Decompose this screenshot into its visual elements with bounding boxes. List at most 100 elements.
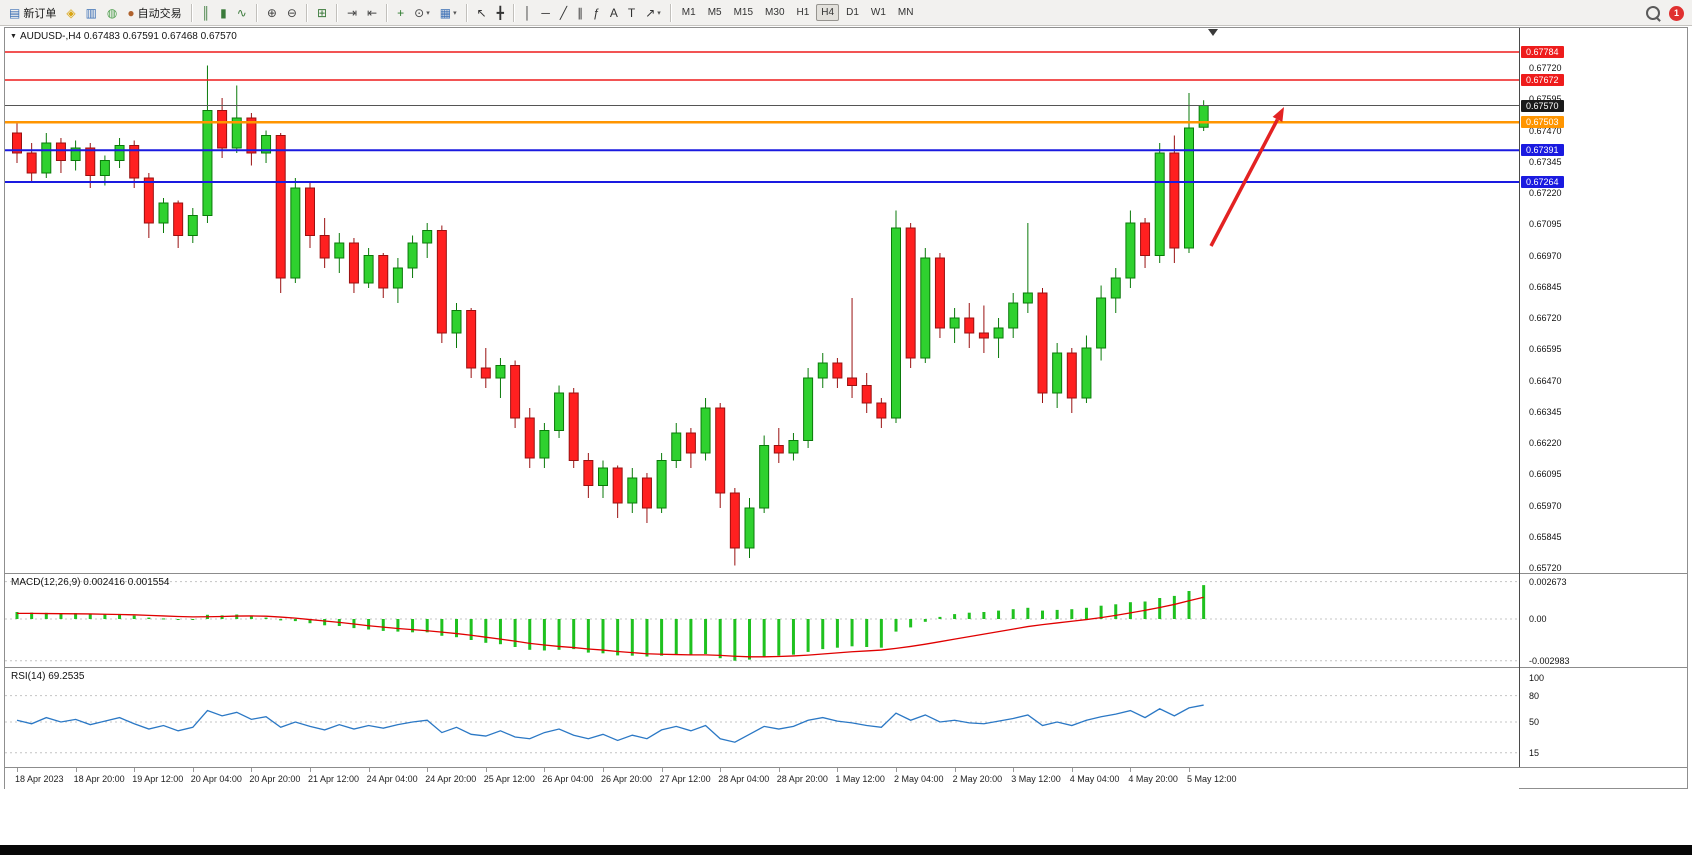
- main-price-panel[interactable]: [5, 28, 1519, 573]
- metaeditor-button[interactable]: ◈: [62, 2, 79, 24]
- time-axis-label: 25 Apr 12:00: [483, 774, 535, 784]
- crosshair-icon: ╋: [496, 5, 504, 20]
- one-click-trading-expander-icon[interactable]: ▼: [10, 33, 17, 40]
- time-axis-label: 2 May 04:00: [894, 774, 944, 784]
- notifications-badge[interactable]: 1: [1669, 5, 1684, 21]
- trend-arrow-annotation[interactable]: [1209, 107, 1284, 247]
- chart-symbol-ohlc-label: AUDUSD-,H4 0.67483 0.67591 0.67468 0.675…: [19, 31, 237, 42]
- fibonacci-button[interactable]: ƒ: [589, 2, 604, 24]
- chart-shift-button[interactable]: ⇤: [363, 2, 381, 24]
- timeframe-m15-button[interactable]: M15: [733, 7, 754, 18]
- time-axis-label: 26 Apr 20:00: [601, 774, 653, 784]
- timeframe-m1-button[interactable]: M1: [681, 7, 696, 18]
- line-chart-button[interactable]: ∿: [233, 2, 251, 24]
- timeframe-h1-button[interactable]: H1: [796, 7, 810, 18]
- toolbar-separator: [305, 3, 308, 22]
- time-axis-label: 2 May 20:00: [952, 774, 1003, 784]
- timeframe-mn-button[interactable]: MN: [897, 7, 914, 18]
- rsi-axis-label: 15: [1529, 747, 1540, 758]
- toolbar-separator: [465, 3, 468, 22]
- text-label-button[interactable]: T: [624, 2, 639, 24]
- charts-button[interactable]: ▥: [82, 2, 101, 24]
- candlestick-chart[interactable]: [5, 28, 1519, 573]
- candlestick-icon: ▮: [220, 5, 227, 20]
- timeframe-m30-button[interactable]: M30: [765, 7, 785, 18]
- trendline-button[interactable]: ╱: [556, 2, 571, 24]
- auto-scroll-icon: ⇥: [347, 5, 358, 20]
- time-axis-tick: [720, 768, 722, 772]
- price-axis-tick-label: 0.65720: [1529, 563, 1562, 573]
- tile-windows-button[interactable]: ⊞: [313, 2, 331, 24]
- text-button[interactable]: A: [606, 2, 622, 24]
- toolbar-button-groups: ▤ 新订单 ◈ ▥ ◍ ● 自动交易 ║ ▮ ∿ ⊕ ⊖ ⊞ ⇥ ⇤ + ⊙ ▾ ▦ ▾ ↖ ╋ │ ─ ╱ ∥ ƒ A T ↗ ▾ M1 M5…: [4, 2, 919, 24]
- rsi-axis-label: 100: [1529, 673, 1545, 683]
- trendline-icon: ╱: [559, 5, 568, 20]
- timeframe-h4-button[interactable]: H4: [816, 4, 840, 21]
- time-axis-label: 20 Apr 20:00: [249, 774, 301, 784]
- price-tag: 0.67503: [1521, 116, 1564, 129]
- price-axis-tick-label: 0.67720: [1529, 63, 1562, 73]
- channel-icon: ∥: [577, 5, 584, 20]
- time-axis-tick: [954, 768, 956, 772]
- toolbar-separator: [336, 3, 339, 22]
- time-axis-tick: [192, 768, 194, 772]
- price-axis-tick-label: 0.67095: [1529, 219, 1562, 230]
- autotrading-button-label: 自动交易: [137, 7, 182, 20]
- new-order-button[interactable]: ▤ 新订单: [5, 2, 60, 24]
- cursor-button[interactable]: ↖: [473, 2, 491, 24]
- price-axis[interactable]: 0.67720 0.67595 0.67470 0.67345 0.67220 0.670…: [1520, 28, 1687, 767]
- time-axis-tick: [603, 768, 604, 772]
- price-tag: 0.67391: [1521, 144, 1564, 157]
- bar-chart-button[interactable]: ║: [198, 2, 215, 24]
- zoom-in-button[interactable]: ⊕: [263, 2, 281, 24]
- templates-button[interactable]: ▦ ▾: [436, 2, 461, 24]
- line-chart-icon: ∿: [236, 5, 247, 20]
- dropdown-caret-icon: ▾: [657, 9, 661, 17]
- crosshair-button[interactable]: ╋: [493, 2, 508, 24]
- auto-scroll-button[interactable]: ⇥: [343, 2, 361, 24]
- equidistant-channel-button[interactable]: ∥: [573, 2, 587, 24]
- time-axis-tick: [368, 768, 370, 772]
- panel-separator[interactable]: [5, 573, 1687, 574]
- panel-separator[interactable]: [5, 667, 1687, 668]
- timeframe-w1-button[interactable]: W1: [870, 7, 886, 18]
- time-axis[interactable]: 18 Apr 2023 18 Apr 20:00 19 Apr 12:00 20 Ap…: [5, 768, 1519, 789]
- toolbar-separator: [190, 3, 193, 22]
- periods-button[interactable]: ⊙ ▾: [410, 2, 434, 24]
- time-axis-label: 1 May 12:00: [835, 774, 885, 784]
- arrows-button[interactable]: ↗ ▾: [641, 2, 665, 24]
- time-axis-tick: [837, 768, 839, 772]
- macd-axis-label: -0.002983: [1529, 655, 1570, 666]
- profiles-button[interactable]: ◍: [103, 2, 121, 24]
- new-order-button-label: 新订单: [23, 7, 57, 20]
- time-axis-label: 28 Apr 20:00: [776, 774, 828, 784]
- candlestick-series: [12, 65, 1209, 566]
- indicators-button[interactable]: +: [393, 2, 408, 24]
- price-axis-tick-label: 0.67595: [1529, 94, 1562, 104]
- time-axis-tick: [17, 768, 18, 772]
- time-axis-tick: [485, 768, 487, 772]
- time-axis-tick: [896, 768, 897, 772]
- profiles-icon: ◍: [106, 5, 118, 20]
- macd-chart[interactable]: [5, 574, 1519, 667]
- time-axis-label: 18 Apr 20:00: [73, 774, 125, 784]
- text-icon: A: [609, 5, 618, 20]
- search-icon[interactable]: [1646, 6, 1661, 22]
- dropdown-caret-icon: ▾: [426, 9, 430, 17]
- bar-chart-icon: ║: [201, 5, 211, 20]
- cursor-arrow-icon: ↖: [476, 5, 487, 20]
- vertical-line-button[interactable]: │: [520, 2, 536, 24]
- macd-signal-line: [17, 596, 1204, 658]
- rsi-chart[interactable]: [5, 668, 1519, 767]
- zoom-out-button[interactable]: ⊖: [283, 2, 301, 24]
- timeframe-d1-button[interactable]: D1: [846, 7, 859, 18]
- time-axis-tick: [134, 768, 136, 772]
- timeframe-m5-button[interactable]: M5: [707, 7, 722, 18]
- candlestick-chart-button[interactable]: ▮: [216, 2, 231, 24]
- price-axis-tick-label: 0.66595: [1529, 344, 1562, 355]
- autotrading-button[interactable]: ● 自动交易: [123, 2, 185, 24]
- horizontal-scrollbar[interactable]: [0, 845, 1692, 855]
- horizontal-line-button[interactable]: ─: [537, 2, 554, 24]
- text-label-icon: T: [627, 5, 636, 20]
- toolbar-separator: [255, 3, 258, 22]
